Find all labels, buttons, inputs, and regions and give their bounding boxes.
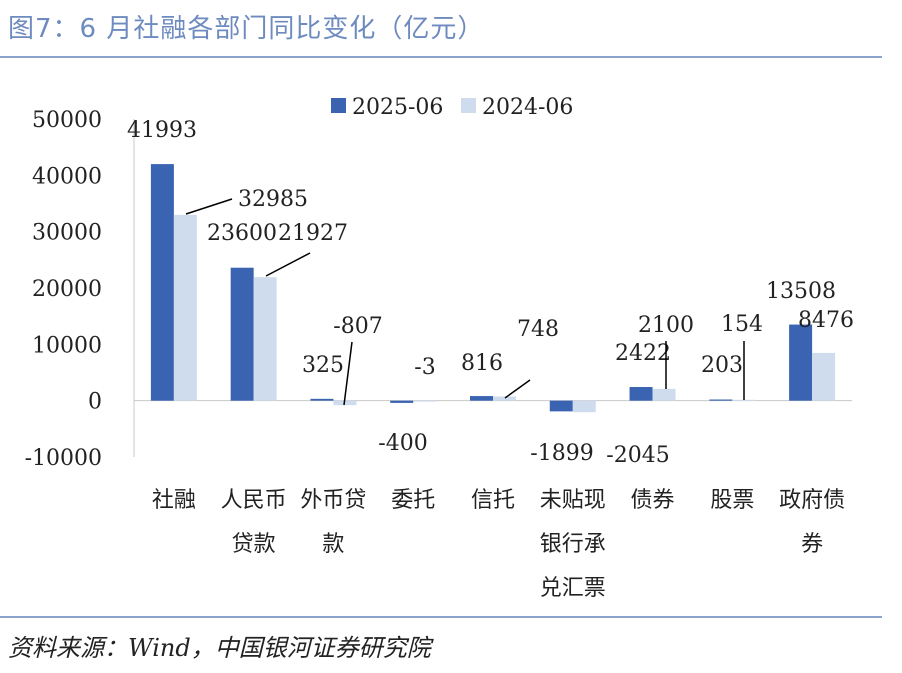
bar-s1-2 — [310, 398, 334, 401]
bar-s1-6 — [629, 387, 653, 401]
bar-s2-1 — [253, 277, 277, 401]
bar-s2-8 — [812, 352, 836, 401]
bar-s2-0 — [173, 214, 197, 401]
bar-s1-3 — [390, 400, 414, 403]
x-tick-label: 政府债 — [779, 488, 845, 513]
legend-swatch-s2 — [461, 98, 476, 113]
data-label-s1: 325 — [302, 353, 344, 378]
bar-s2-5 — [572, 400, 596, 413]
bar-s2-3 — [413, 400, 437, 402]
data-label-s1: -1899 — [530, 441, 593, 466]
x-tick-label: 款 — [322, 532, 344, 557]
bar-s1-0 — [150, 164, 174, 401]
bar-s2-7 — [732, 399, 756, 401]
x-tick-label: 委托 — [391, 488, 435, 513]
bar-s1-5 — [549, 400, 573, 412]
source-divider — [0, 616, 882, 618]
bar-s1-8 — [789, 324, 813, 401]
source-note: 资料来源：Wind，中国银河证券研究院 — [8, 634, 431, 662]
legend-label-s2: 2024-06 — [482, 95, 573, 120]
y-tick-label: 10000 — [32, 333, 102, 358]
bar-s2-6 — [652, 388, 676, 401]
bar-s2-4 — [493, 396, 516, 401]
leader-line — [504, 379, 531, 399]
x-tick-label: 债券 — [631, 488, 675, 513]
x-tick-label: 外币贷 — [300, 488, 366, 513]
data-label-s2: 8476 — [798, 308, 854, 333]
y-tick-label: 0 — [88, 390, 102, 415]
x-tick-label: 股票 — [710, 488, 754, 513]
y-tick-label: 50000 — [32, 108, 102, 133]
data-label-s2: 154 — [721, 312, 763, 337]
data-label-s1: 2422 — [615, 341, 671, 366]
x-tick-label: 未贴现 — [540, 488, 606, 513]
data-label-s1: 23600 — [207, 221, 277, 246]
title-divider — [0, 56, 882, 58]
data-label-s2: -3 — [414, 355, 435, 380]
data-label-s2: 748 — [517, 317, 559, 342]
data-label-s1: 13508 — [766, 279, 836, 304]
data-label-s1: 816 — [461, 351, 503, 376]
bar-s1-1 — [230, 267, 254, 401]
y-tick-label: 30000 — [32, 221, 102, 246]
legend-label-s1: 2025-06 — [352, 95, 443, 120]
legend-swatch-s1 — [331, 98, 346, 113]
x-tick-label: 人民币 — [221, 488, 287, 513]
x-tick-label: 社融 — [152, 488, 196, 513]
x-tick-label: 贷款 — [232, 532, 276, 557]
bar-s1-4 — [470, 396, 493, 401]
data-label-s2: 32985 — [238, 187, 308, 212]
y-tick-label: 20000 — [32, 277, 102, 302]
x-tick-label: 券 — [801, 532, 823, 557]
data-label-s2: -2045 — [606, 443, 669, 468]
leader-line — [343, 341, 353, 406]
data-label-s2: 2100 — [638, 313, 694, 338]
x-tick-label: 信托 — [471, 488, 515, 513]
leader-line — [265, 252, 311, 277]
leader-line — [185, 198, 233, 215]
bar-s1-7 — [709, 399, 733, 401]
chart-title: 图7：6 月社融各部门同比变化（亿元） — [8, 14, 485, 44]
x-tick-label: 银行承 — [540, 532, 606, 557]
data-label-s1: 41993 — [127, 118, 197, 143]
data-label-s1: -400 — [378, 431, 427, 456]
y-tick-label: -10000 — [25, 446, 102, 471]
y-tick-label: 40000 — [32, 164, 102, 189]
data-label-s2: 21927 — [278, 221, 348, 246]
x-tick-label: 兑汇票 — [540, 576, 606, 601]
data-label-s2: -807 — [333, 314, 382, 339]
data-label-s1: 203 — [701, 353, 743, 378]
